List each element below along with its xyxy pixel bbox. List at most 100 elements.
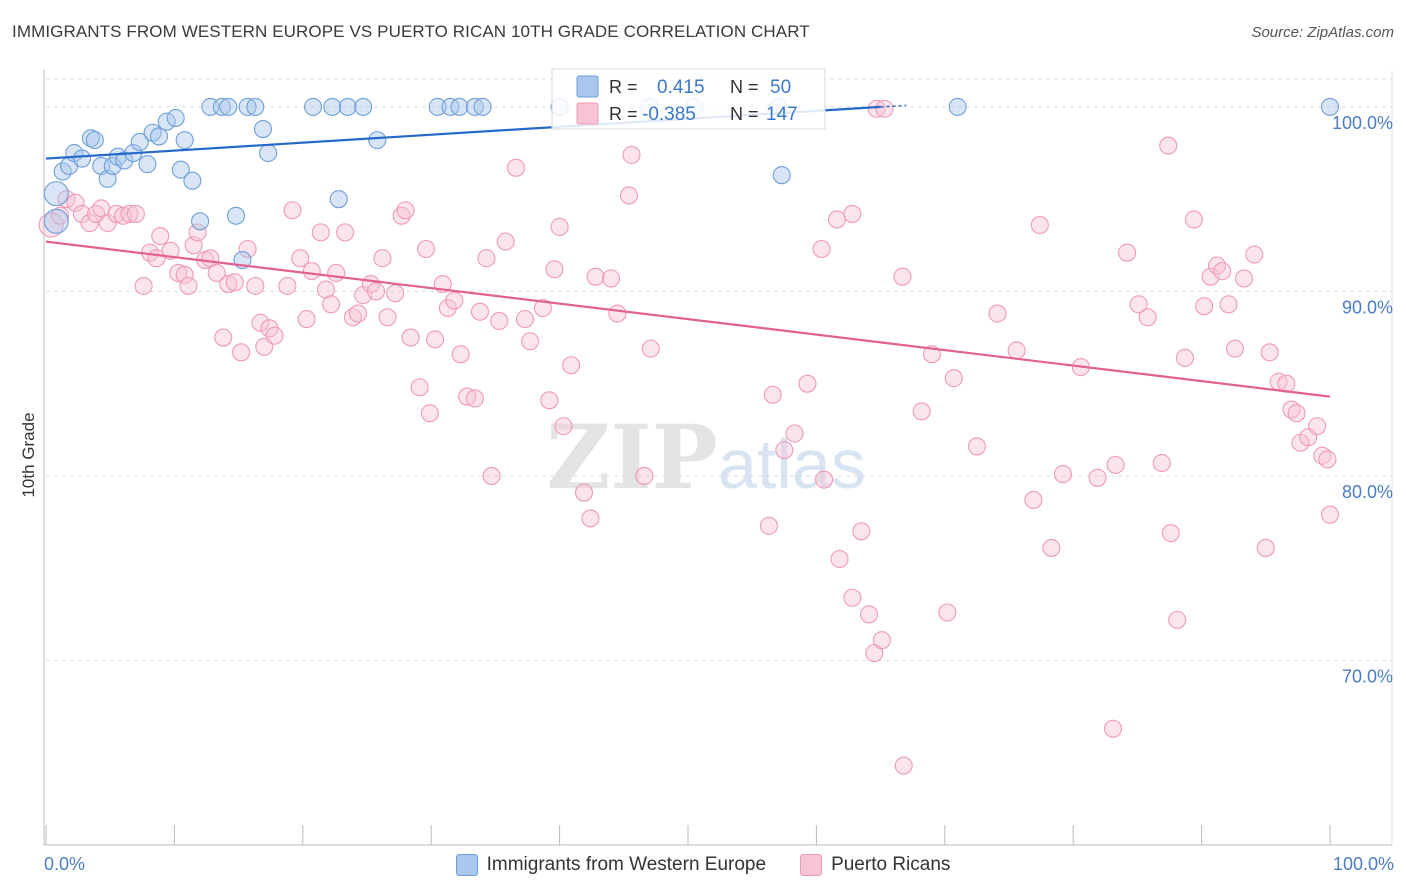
data-point-puerto-ricans (1245, 245, 1264, 264)
data-point-puerto-ricans (1318, 450, 1337, 469)
data-point-puerto-ricans (608, 304, 627, 323)
data-point-western-europe (246, 97, 265, 116)
data-point-puerto-ricans (410, 378, 429, 397)
legend-label-puerto-ricans: Puerto Ricans (831, 854, 951, 875)
data-point-puerto-ricans (238, 239, 257, 259)
data-point-puerto-ricans (938, 603, 957, 622)
stats-n-label-blue: N = (730, 77, 759, 97)
data-point-western-europe (103, 156, 122, 176)
data-point-puerto-ricans (641, 339, 660, 358)
data-point-puerto-ricans (812, 239, 831, 259)
data-point-western-europe (238, 97, 257, 116)
data-point-puerto-ricans (426, 330, 445, 349)
data-point-puerto-ricans (785, 424, 804, 443)
watermark-zip: ZIP (546, 405, 718, 509)
data-point-puerto-ricans (1161, 524, 1180, 543)
data-point-puerto-ricans (38, 212, 64, 238)
stats-r-value-pink: -0.385 (642, 104, 696, 125)
data-point-puerto-ricans (843, 204, 862, 223)
data-point-western-europe (166, 108, 185, 128)
data-point-puerto-ricans (1207, 256, 1227, 275)
data-point-puerto-ricans (1129, 295, 1148, 314)
data-point-puerto-ricans (1213, 262, 1232, 281)
data-point-puerto-ricans (545, 260, 564, 279)
data-point-puerto-ricans (66, 193, 85, 212)
data-point-puerto-ricans (327, 263, 346, 283)
data-point-puerto-ricans (581, 509, 600, 528)
data-point-western-europe (130, 132, 149, 152)
data-point-puerto-ricans (246, 276, 265, 295)
data-point-puerto-ricans (1024, 490, 1043, 509)
data-point-puerto-ricans (214, 328, 233, 347)
data-point-western-europe (772, 166, 791, 185)
y-tick-label: 90.0% (1342, 297, 1393, 317)
data-point-puerto-ricans (562, 356, 581, 375)
data-point-puerto-ricans (515, 310, 534, 329)
stats-n-label-pink: N = (730, 104, 759, 124)
puerto-ricans-points (38, 99, 1340, 775)
data-point-puerto-ricans (586, 267, 605, 286)
data-point-puerto-ricans (496, 232, 515, 251)
data-point-western-europe (138, 155, 157, 174)
data-point-western-europe (226, 206, 246, 225)
data-point-puerto-ricans (470, 302, 490, 321)
data-point-puerto-ricans (1030, 215, 1049, 235)
data-point-puerto-ricans (297, 310, 316, 329)
data-point-puerto-ricans (540, 391, 559, 410)
data-point-puerto-ricans (1201, 267, 1220, 286)
data-point-puerto-ricans (893, 267, 912, 286)
data-point-puerto-ricans (179, 276, 198, 295)
data-point-puerto-ricans (251, 313, 270, 332)
data-point-puerto-ricans (601, 269, 621, 288)
data-point-western-europe (948, 97, 967, 116)
data-point-puerto-ricans (51, 206, 70, 225)
data-point-puerto-ricans (348, 304, 368, 323)
data-point-puerto-ricans (1118, 243, 1137, 262)
data-point-western-europe (43, 208, 69, 234)
data-point-puerto-ricans (482, 466, 501, 486)
data-point-puerto-ricans (438, 298, 457, 318)
data-point-puerto-ricans (386, 284, 405, 303)
stats-swatch-blue (576, 75, 599, 98)
data-point-puerto-ricans (775, 441, 794, 460)
data-point-puerto-ricans (815, 470, 834, 489)
stats-r-value-blue: 0.415 (657, 77, 705, 98)
data-point-puerto-ricans (207, 263, 226, 283)
stats-r-label-blue: R = (609, 77, 638, 97)
data-point-western-europe (323, 97, 342, 116)
data-point-puerto-ricans (1088, 468, 1107, 487)
source-credit: Source: ZipAtlas.com (1251, 24, 1394, 41)
data-point-puerto-ricans (635, 466, 654, 486)
trend-extension-western-europe (880, 104, 907, 108)
data-point-puerto-ricans (107, 204, 126, 223)
data-point-western-europe (183, 171, 202, 190)
data-point-puerto-ricans (859, 605, 879, 624)
x-tick-label-max: 100.0% (1333, 854, 1394, 874)
data-point-puerto-ricans (830, 549, 849, 569)
data-point-puerto-ricans (302, 262, 321, 281)
data-point-puerto-ricans (967, 437, 986, 456)
data-point-puerto-ricans (1320, 505, 1340, 524)
watermark-atlas: atlas (718, 425, 866, 503)
data-point-puerto-ricans (451, 345, 470, 364)
data-point-western-europe (149, 127, 169, 146)
data-point-puerto-ricans (120, 204, 139, 223)
data-point-puerto-ricans (255, 337, 274, 356)
data-point-puerto-ricans (521, 332, 540, 351)
data-point-puerto-ricans (188, 223, 207, 242)
data-point-puerto-ricans (852, 522, 871, 541)
y-tick-label: 100.0% (1332, 113, 1393, 133)
data-point-puerto-ricans (1042, 538, 1061, 557)
data-point-western-europe (212, 97, 231, 116)
data-point-puerto-ricans (1308, 417, 1327, 436)
data-point-western-europe (329, 190, 348, 209)
data-point-puerto-ricans (401, 328, 420, 347)
stats-n-value-blue: 50 (770, 77, 791, 98)
legend-label-western-europe: Immigrants from Western Europe (486, 854, 767, 875)
data-point-puerto-ricans (126, 204, 145, 223)
data-point-puerto-ricans (72, 204, 92, 223)
stats-box: R = 0.415 N = 50 R = -0.385 N = 147 (551, 68, 826, 130)
y-tick-label: 70.0% (1342, 666, 1393, 686)
stats-swatch-pink (576, 102, 599, 125)
data-point-puerto-ricans (1159, 136, 1178, 155)
